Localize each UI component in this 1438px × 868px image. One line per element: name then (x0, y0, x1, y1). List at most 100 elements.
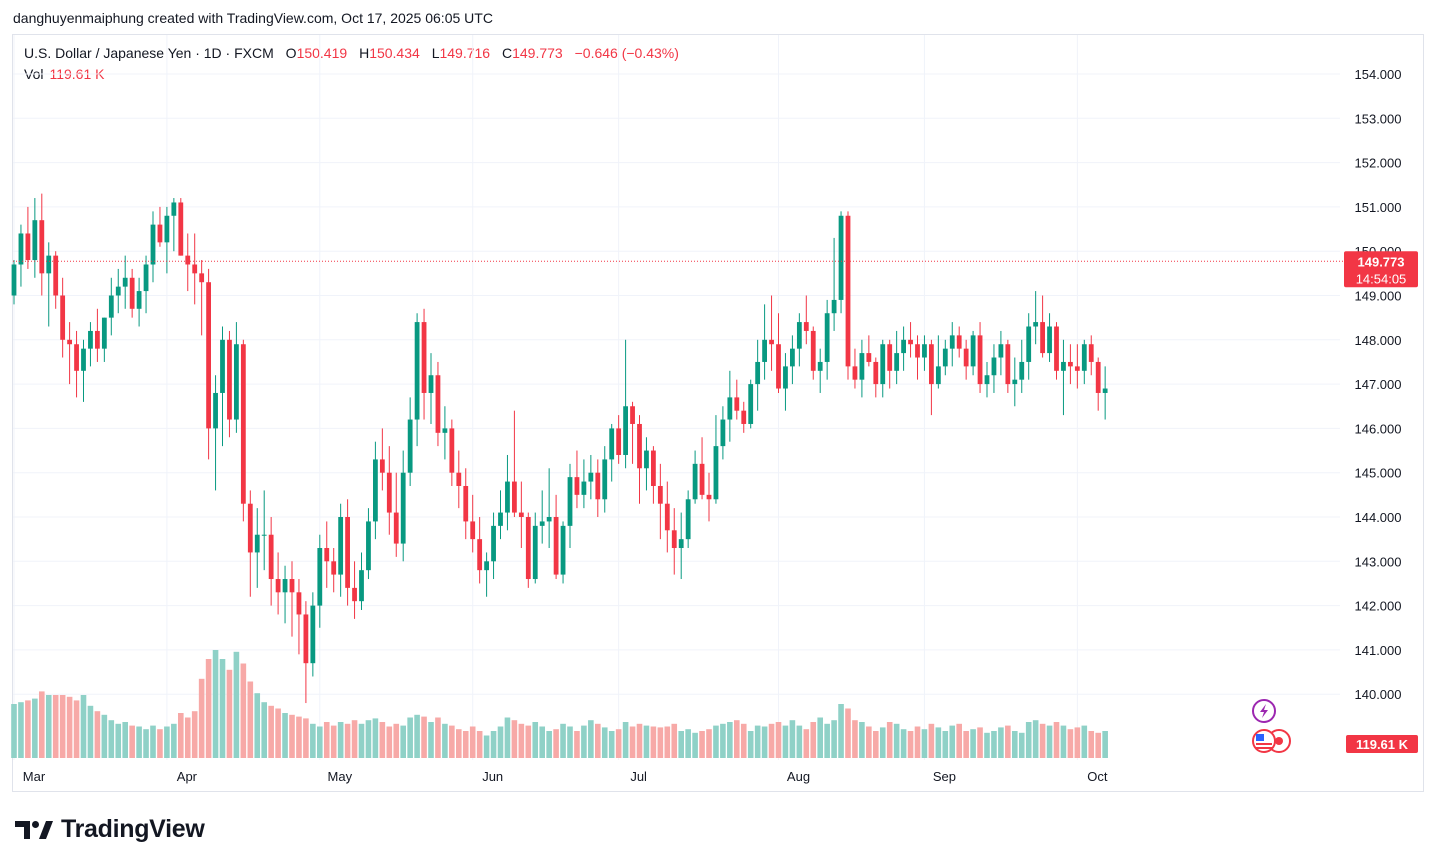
candle-body (150, 224, 156, 265)
symbol-title[interactable]: U.S. Dollar / Japanese Yen · 1D · FXCM (24, 45, 274, 61)
volume-bar (247, 681, 254, 758)
volume-bar (866, 726, 872, 758)
price-tick-label: 148.000 (1355, 333, 1402, 348)
volume-bar (254, 693, 261, 758)
volume-bar (52, 695, 59, 758)
volume-bar (330, 725, 337, 758)
volume-bar (706, 729, 712, 758)
volume-bar (761, 726, 768, 758)
volume-bar (198, 678, 205, 758)
candle-body (421, 322, 427, 393)
volume-bar (636, 723, 643, 758)
volume-bar (476, 731, 483, 758)
volume-bar (991, 731, 997, 758)
volume-bar (893, 723, 900, 758)
candle-body (873, 361, 879, 385)
volume-bar (25, 700, 31, 758)
candle-body (963, 348, 969, 367)
candle-body (567, 477, 573, 526)
candle-body (32, 220, 38, 261)
volume-bar (678, 731, 684, 758)
event-icons[interactable] (1252, 699, 1291, 753)
last-price-tag (1344, 251, 1418, 288)
open-value: 150.419 (296, 45, 348, 61)
price-tick-label: 144.000 (1355, 510, 1402, 525)
price-tick-label: 152.000 (1355, 156, 1402, 171)
candle-body (532, 525, 538, 580)
candle-body (449, 428, 455, 473)
candle-body (553, 517, 559, 575)
volume-bar (608, 731, 615, 758)
candle-body (122, 277, 128, 287)
volume-bar (233, 651, 240, 758)
candle-body (359, 570, 364, 602)
candle-body (678, 539, 684, 549)
volume-bar (720, 723, 726, 758)
volume-bar (852, 720, 858, 758)
price-tick-label: 145.000 (1355, 466, 1402, 481)
candle-body (748, 384, 754, 424)
month-tick-label: Jul (630, 769, 647, 784)
volume-bar (268, 705, 274, 758)
volume-bar (643, 725, 650, 758)
volume-bar (504, 717, 511, 758)
time-axis[interactable]: Mar Apr May Jun Jul Aug Sep Oct (23, 769, 1108, 784)
volume-bar (886, 722, 893, 758)
volume-bar (379, 722, 386, 758)
candle-body (755, 361, 761, 385)
tradingview-logo[interactable]: TradingView (15, 815, 205, 844)
volume-bar (511, 720, 518, 758)
grid-lines (13, 35, 1340, 760)
candle-body (477, 539, 483, 571)
candle-body (470, 521, 476, 540)
candle-body (352, 587, 357, 602)
candle-body (1061, 361, 1066, 371)
volume-bar (1095, 732, 1101, 758)
chart-frame[interactable] (12, 34, 1424, 792)
volume-bar (435, 717, 441, 758)
candle-body (970, 335, 976, 367)
candle-body (692, 463, 698, 500)
candle-body (727, 397, 733, 420)
volume-bar (337, 722, 344, 758)
candle-body (922, 344, 927, 358)
candle-body (546, 517, 552, 522)
volume-bar (344, 723, 351, 758)
candle-body (60, 295, 66, 340)
volume-bar (490, 731, 497, 758)
candle-body (1081, 344, 1087, 371)
price-axis[interactable]: 154.000153.000152.000151.000150.000149.0… (1355, 67, 1402, 702)
candle-body (512, 481, 517, 513)
candle-body (831, 299, 837, 314)
low-label: L (431, 45, 440, 61)
candle-body (303, 614, 309, 664)
volume-bar (532, 722, 539, 758)
volume-bar (546, 731, 552, 758)
candle-body (880, 344, 886, 385)
volume-bar (456, 729, 462, 758)
volume-bar (553, 729, 559, 758)
volume-bar (740, 723, 747, 758)
candle-body (400, 472, 406, 544)
candle-body (1074, 366, 1080, 371)
price-tags: 149.773 14:54:05 119.61 K (13, 251, 1418, 753)
volume-bar (129, 725, 135, 758)
candle-body (762, 339, 767, 362)
volume-bar (191, 711, 198, 758)
candle-body (720, 419, 726, 447)
volume-bar (699, 731, 705, 758)
candle-body (505, 481, 510, 513)
volume-bar (810, 722, 817, 758)
candle-body (915, 344, 920, 358)
volume-bar (219, 659, 226, 758)
volume-bars (11, 650, 1108, 758)
candle-body (783, 366, 788, 389)
candle-body (866, 353, 872, 362)
candle-body (942, 348, 948, 367)
volume-bar (45, 695, 52, 758)
candle-body (741, 410, 747, 424)
candle-body (1033, 322, 1039, 327)
candle-body (67, 339, 72, 345)
volume-bar (581, 725, 587, 758)
